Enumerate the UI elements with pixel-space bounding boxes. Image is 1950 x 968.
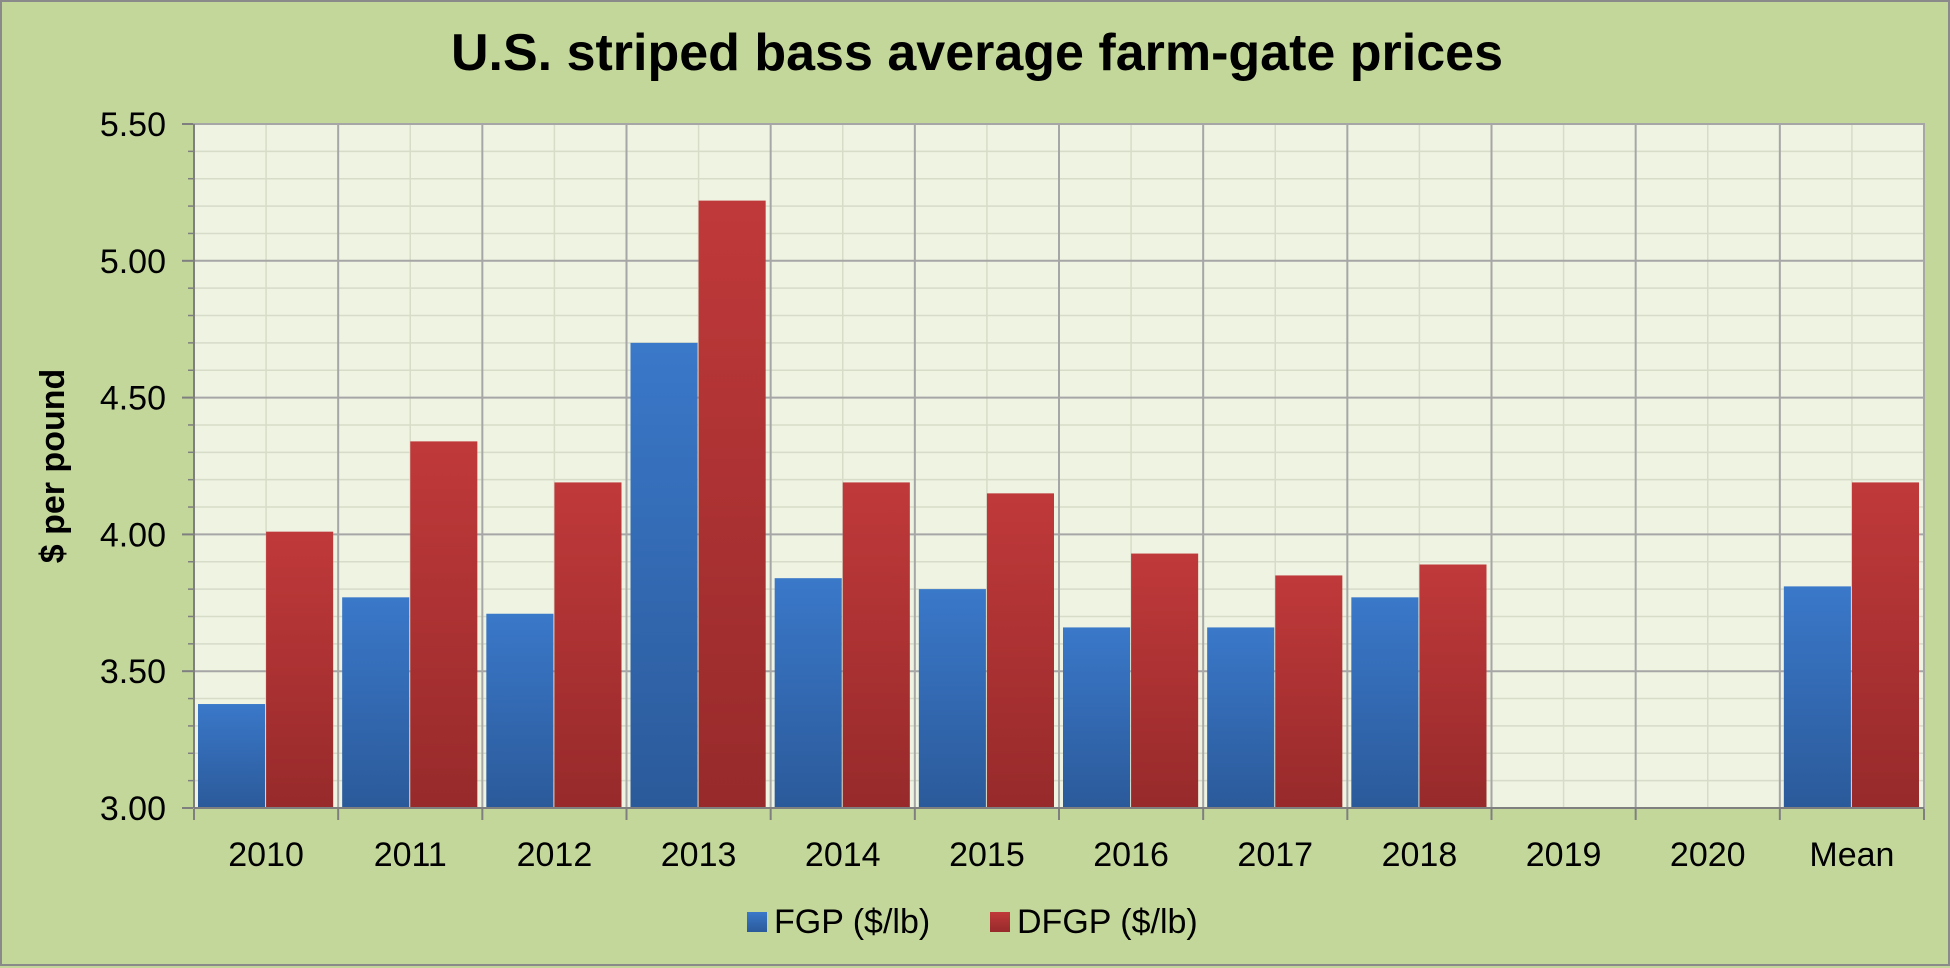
- bar-fgp-2017: [1207, 627, 1275, 808]
- legend-swatch-fgp: [747, 912, 767, 932]
- y-axis-title: $ per pound: [34, 369, 72, 564]
- y-tick-label: 4.00: [100, 516, 166, 554]
- bar-dfgp-2010: [266, 531, 334, 808]
- legend: FGP ($/lb) DFGP ($/lb): [747, 903, 1198, 941]
- x-axis-tick-labels: 2010 2011 2012 2013 2014 2015 2016 2017 2018 2019…: [228, 836, 1894, 874]
- chart-title: U.S. striped bass average farm-gate pric…: [451, 24, 1503, 82]
- bar-fgp-2015: [918, 589, 986, 808]
- bar-dfgp-2012: [554, 482, 622, 808]
- bar-dfgp-2013: [698, 200, 766, 808]
- x-tick-label: 2020: [1670, 836, 1746, 874]
- x-tick-label: 2013: [661, 836, 737, 874]
- bar-fgp-2014: [774, 578, 842, 808]
- x-tick-label: 2015: [949, 836, 1025, 874]
- bar-fgp-mean: [1783, 586, 1851, 808]
- bars: [198, 200, 1919, 808]
- x-tick-label: 2016: [1093, 836, 1169, 874]
- x-tick-label: 2017: [1237, 836, 1313, 874]
- y-tick-label: 4.50: [100, 380, 166, 418]
- bar-fgp-2018: [1351, 597, 1419, 808]
- bar-dfgp-2014: [842, 482, 910, 808]
- x-tick-label: 2018: [1382, 836, 1458, 874]
- legend-label-dfgp: DFGP ($/lb): [1017, 903, 1198, 941]
- bar-dfgp-2018: [1419, 564, 1487, 808]
- x-tick-label: 2014: [805, 836, 881, 874]
- x-tick-label: 2019: [1526, 836, 1602, 874]
- bar-fgp-2016: [1063, 627, 1131, 808]
- bar-dfgp-2016: [1131, 553, 1199, 808]
- y-tick-label: 5.50: [100, 106, 166, 144]
- y-tick-label: 3.00: [100, 790, 166, 828]
- bar-fgp-2010: [198, 704, 266, 808]
- y-axis-tick-labels: 3.00 3.50 4.00 4.50 5.00 5.50: [100, 106, 166, 828]
- y-tick-label: 3.50: [100, 653, 166, 691]
- y-tick-label: 5.00: [100, 243, 166, 281]
- x-tick-label: 2011: [374, 836, 447, 874]
- bar-fgp-2013: [630, 342, 698, 808]
- bar-dfgp-2017: [1275, 575, 1343, 808]
- bar-dfgp-mean: [1851, 482, 1919, 808]
- legend-label-fgp: FGP ($/lb): [774, 903, 930, 941]
- x-tick-label: 2012: [517, 836, 593, 874]
- x-tick-label: Mean: [1809, 836, 1894, 874]
- axes: [182, 123, 1925, 820]
- bar-fgp-2011: [342, 597, 410, 808]
- x-tick-label: 2010: [228, 836, 304, 874]
- legend-swatch-dfgp: [990, 912, 1010, 932]
- bar-dfgp-2015: [986, 493, 1054, 808]
- bar-fgp-2012: [486, 613, 554, 808]
- vertical-gridlines: [337, 124, 1781, 808]
- bar-dfgp-2011: [410, 441, 478, 808]
